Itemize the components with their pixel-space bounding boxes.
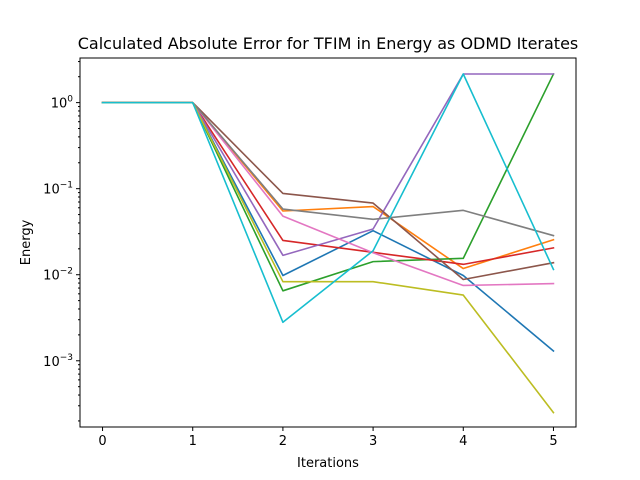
y-tick-label: 10−3	[43, 353, 73, 370]
x-tick-label: 1	[189, 434, 197, 449]
y-tick-label-exponent: 0	[67, 95, 73, 105]
y-tick-label: 10−2	[43, 267, 73, 284]
x-axis-label: Iterations	[297, 456, 359, 471]
y-tick-label-exponent: −3	[60, 353, 73, 363]
y-axis-label: Energy	[19, 219, 34, 265]
y-tick-label-exponent: −2	[60, 267, 73, 277]
series-line-10	[101, 73, 555, 324]
y-tick-label-exponent: −1	[60, 181, 73, 191]
x-axis-ticks: 0 1 2 3 4 5	[98, 427, 558, 449]
x-tick-label: 5	[549, 434, 557, 449]
plot-area-frame	[79, 57, 577, 428]
x-tick-label: 2	[279, 434, 287, 449]
x-tick-label: 0	[98, 434, 106, 449]
series-layer	[101, 72, 555, 414]
y-tick-label: 100	[51, 95, 74, 112]
y-tick-label-base: 10	[43, 183, 60, 198]
y-tick-label: 10−1	[43, 181, 73, 198]
x-tick-label: 3	[369, 434, 377, 449]
y-tick-label-base: 10	[43, 355, 60, 370]
chart-title: Calculated Absolute Error for TFIM in En…	[78, 34, 579, 53]
x-tick-label: 4	[459, 434, 467, 449]
y-tick-label-base: 10	[51, 97, 68, 112]
y-tick-label-base: 10	[43, 269, 60, 284]
